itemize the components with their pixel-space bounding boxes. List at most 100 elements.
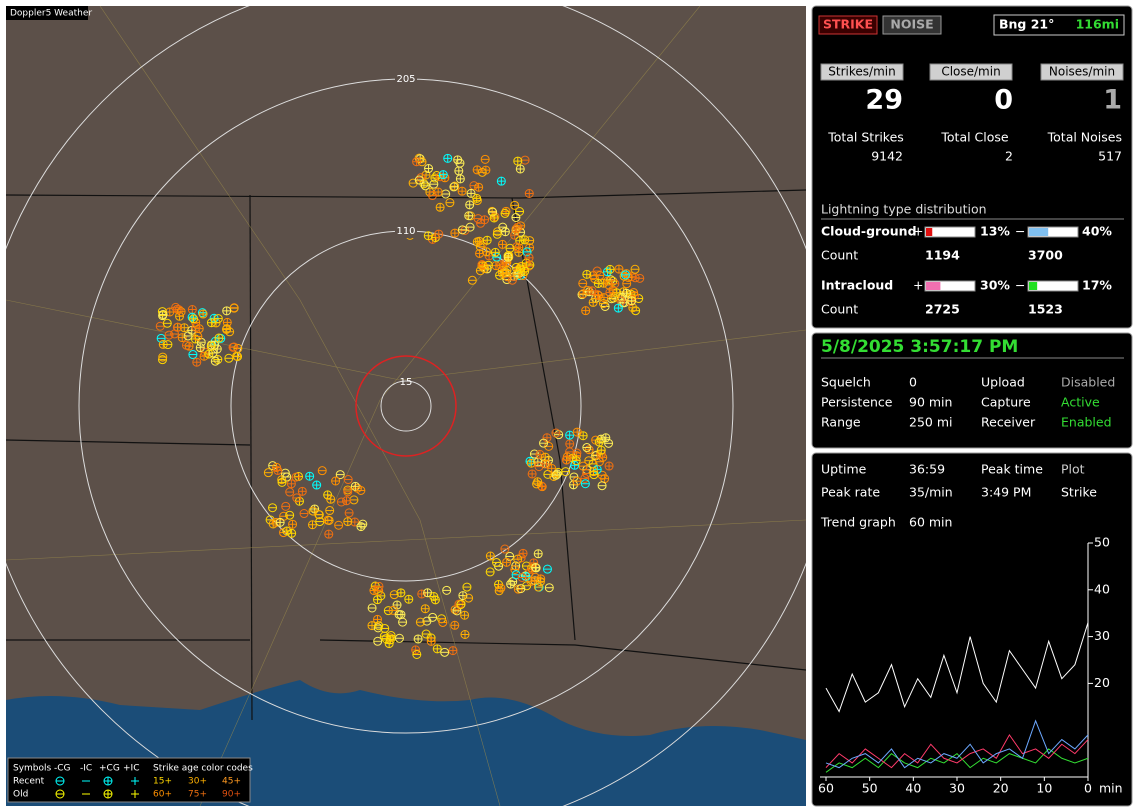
- strike-symbol: [374, 581, 384, 591]
- strike-symbol: [510, 230, 520, 240]
- strike-symbol: [505, 243, 515, 253]
- strike-symbol: [394, 609, 404, 619]
- strike-symbol: [396, 588, 406, 598]
- status-field: Persistence: [821, 395, 893, 410]
- strike-symbol: [604, 280, 614, 290]
- strike-symbol: [572, 476, 582, 486]
- strike-symbol: [412, 649, 422, 659]
- strike-symbol: [565, 439, 575, 449]
- rate-label-box: [929, 63, 1013, 81]
- strike-symbol: [474, 236, 484, 246]
- strike-symbol: [584, 445, 594, 455]
- pct-bar: [1029, 228, 1049, 236]
- strike-symbol: [596, 445, 606, 455]
- strike-symbol: [540, 452, 550, 462]
- trend-line: [825, 733, 1089, 769]
- strike-symbol: [208, 348, 218, 358]
- strike-symbol: [464, 211, 474, 221]
- strike-symbol: [438, 170, 448, 180]
- pct-track: [1027, 280, 1079, 292]
- strike-symbol: [411, 645, 421, 655]
- stats-field: Peak time: [981, 462, 1043, 477]
- noise-button[interactable]: [882, 15, 942, 35]
- strike-symbol: [176, 307, 186, 317]
- bearing-box: [993, 14, 1125, 36]
- count-value: 1194: [925, 248, 960, 263]
- strike-symbol: [534, 462, 544, 472]
- legend-text: Recent: [13, 777, 45, 787]
- legend-text: 45+: [222, 777, 241, 787]
- dist-label: Cloud-ground: [821, 224, 917, 239]
- strike-symbol: [492, 229, 502, 239]
- strike-symbol: [172, 322, 182, 332]
- rate-value: 1: [1103, 85, 1122, 116]
- legend-text: Symbols: [13, 764, 52, 774]
- strike-symbol: [488, 207, 498, 217]
- strike-symbol: [206, 318, 216, 328]
- strike-symbol: [500, 544, 510, 554]
- strike-symbol: [174, 305, 184, 315]
- strike-symbol: [580, 479, 590, 489]
- status-field: 90 min: [909, 395, 952, 410]
- dist-pct: 17%: [1082, 278, 1112, 293]
- strike-symbol: [594, 437, 604, 447]
- strike-symbol: [578, 431, 588, 441]
- y-tick-label: 20: [1094, 675, 1110, 690]
- strike-symbol: [516, 584, 526, 594]
- dist-sign: −: [1015, 224, 1025, 239]
- strike-symbol: [476, 218, 486, 228]
- roads: [6, 6, 806, 806]
- strike-symbol: [466, 188, 476, 198]
- dist-label: Intracloud: [821, 278, 893, 293]
- strike-symbol: [420, 604, 430, 614]
- strike-symbol: [404, 594, 414, 604]
- status-field: Disabled: [1061, 375, 1115, 390]
- pct-track: [1027, 226, 1079, 238]
- stats-field: Peak rate: [821, 485, 880, 500]
- strike-symbol: [434, 229, 444, 239]
- strike-symbol: [432, 644, 442, 654]
- strike-symbol: [570, 460, 580, 470]
- strike-symbol: [483, 260, 493, 270]
- strike-symbol: [453, 155, 463, 165]
- strike-symbol: [561, 455, 571, 465]
- strike-symbol: [630, 264, 640, 274]
- map: 205 110 15 Doppler5 Weather Symbols -CG …: [6, 6, 806, 806]
- rate-value: 0: [994, 85, 1013, 116]
- strike-symbol: [285, 510, 295, 520]
- y-tick-label: 30: [1094, 628, 1110, 643]
- legend-text: +IC: [123, 764, 139, 774]
- strike-button[interactable]: [818, 15, 878, 35]
- strike-button-label[interactable]: STRIKE: [823, 17, 873, 32]
- strike-symbol: [614, 264, 624, 274]
- rate-label: Noises/min: [1049, 65, 1115, 79]
- strike-symbol: [324, 515, 334, 525]
- strike-symbol: [343, 487, 353, 497]
- strike-symbol: [188, 350, 198, 360]
- noise-button-label[interactable]: NOISE: [890, 17, 933, 32]
- strike-symbol: [449, 182, 459, 192]
- strike-symbol: [292, 493, 302, 503]
- strike-symbol: [522, 247, 532, 257]
- legend-text: -CG: [54, 764, 71, 774]
- strike-symbol: [525, 236, 535, 246]
- strike-symbol: [613, 303, 623, 313]
- trend-value: 60 min: [909, 515, 952, 530]
- legend-text: 60+: [153, 790, 172, 800]
- strike-symbol: [307, 520, 317, 530]
- strike-symbol: [195, 343, 205, 353]
- strike-symbol: [392, 600, 402, 610]
- strike-symbol: [343, 517, 353, 527]
- strike-symbol: [526, 576, 536, 586]
- strike-symbol: [281, 501, 291, 511]
- strike-symbol: [450, 620, 460, 630]
- strike-symbol: [489, 213, 499, 223]
- legend-text: 15+: [153, 777, 172, 787]
- trend-panel: [811, 452, 1133, 807]
- strike-symbol: [532, 479, 542, 489]
- strike-symbol: [589, 470, 599, 480]
- strike-symbol: [477, 167, 487, 177]
- strike-symbol: [282, 472, 292, 482]
- strike-symbol: [427, 191, 437, 201]
- strike-symbol: [457, 186, 467, 196]
